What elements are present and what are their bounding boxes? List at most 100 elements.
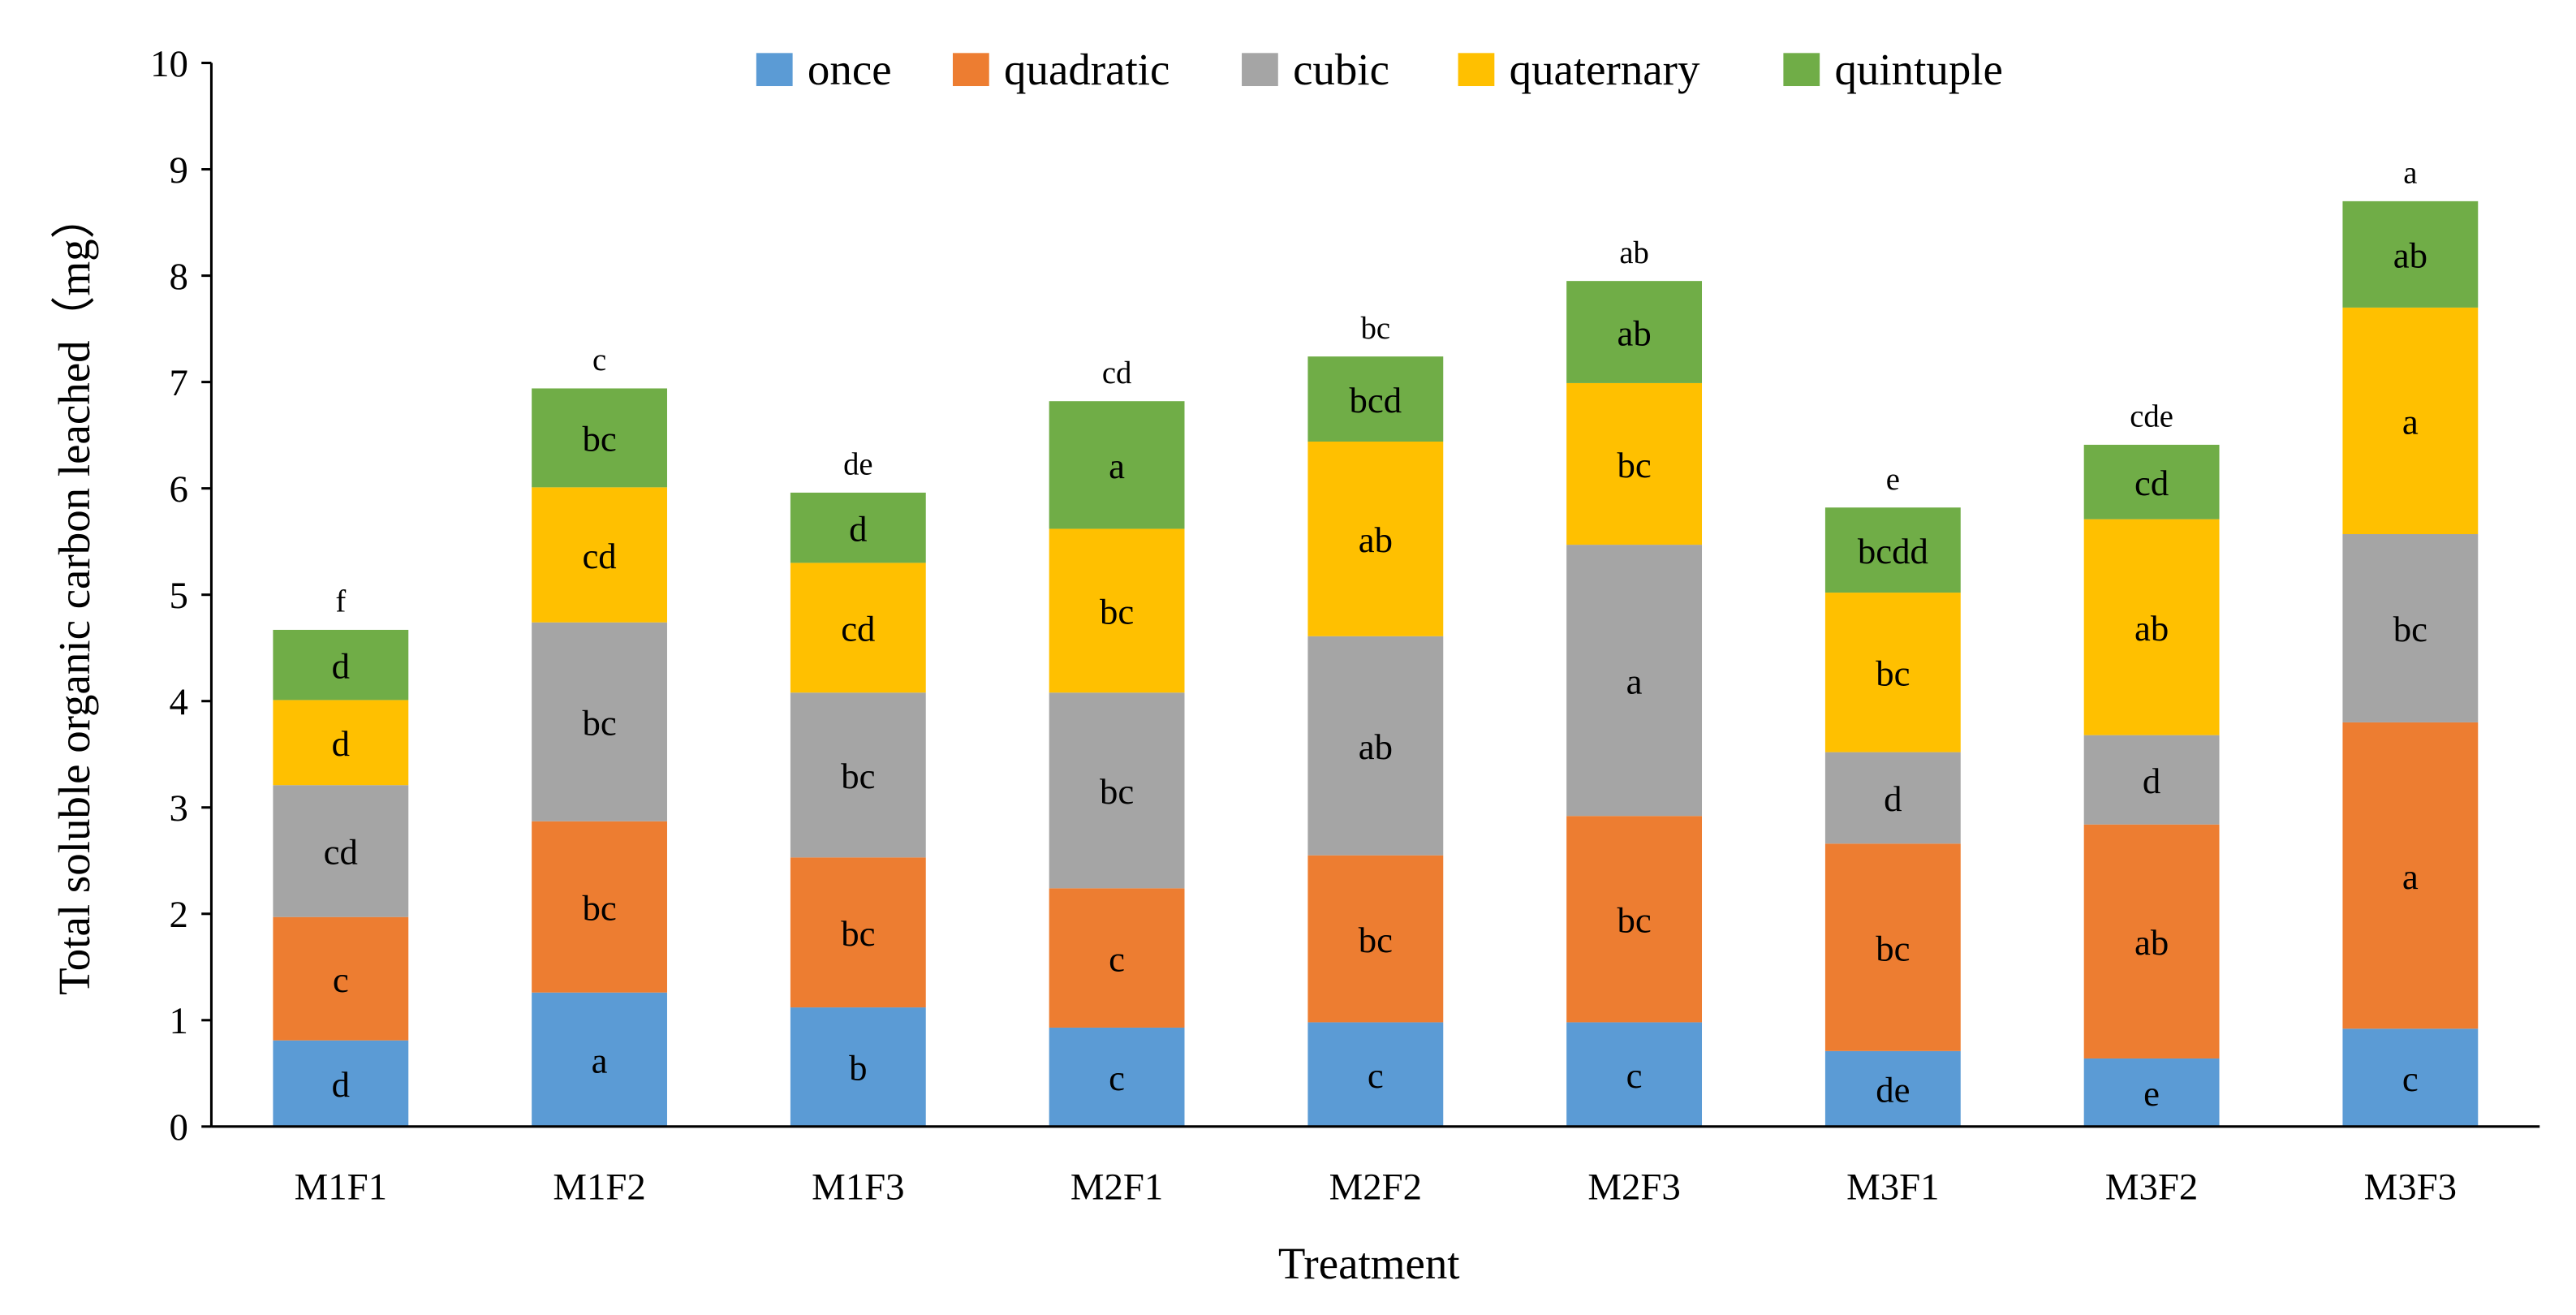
y-tick-label: 0 <box>170 1106 188 1149</box>
segment-label: e <box>2143 1073 2160 1114</box>
segment-label: cd <box>841 609 875 649</box>
bar-segment-quintuple <box>532 388 667 488</box>
legend: once quadratic cubic quaternary quintuple <box>756 45 2003 94</box>
bar-stack-M2F3: c bc a bc ab ab M2F3 <box>1566 236 1703 1208</box>
bar-segment-cubic <box>1566 545 1703 817</box>
bar-stack-M3F3: c a bc a ab a M3F3 <box>2342 156 2479 1208</box>
x-axis-title: Treatment <box>1278 1239 1460 1288</box>
legend-label: quintuple <box>1834 45 2002 94</box>
bar-segment-quadratic <box>1566 816 1703 1023</box>
y-tick-label: 7 <box>170 362 188 404</box>
x-tick-label: M3F2 <box>2105 1166 2198 1208</box>
total-label: cde <box>2130 400 2173 434</box>
bar-segment-quintuple <box>2342 200 2479 308</box>
bar-segment-once <box>790 1007 926 1127</box>
legend-label: quaternary <box>1510 45 1700 94</box>
segment-label: bc <box>841 756 875 796</box>
legend-label: quadratic <box>1004 45 1170 94</box>
segment-label: bc <box>841 913 875 954</box>
bar-segment-quintuple <box>1566 281 1703 383</box>
segment-label: cd <box>324 832 358 873</box>
legend-item-once: once <box>756 45 892 94</box>
bar-segment-cubic <box>273 785 409 917</box>
bar-segment-once <box>1049 1027 1185 1127</box>
segment-label: c <box>1109 1058 1125 1098</box>
bar-stack-M3F1: de bc d bc bcdd e M3F1 <box>1824 463 1961 1208</box>
legend-swatch <box>756 53 793 87</box>
bar-segment-cubic <box>1049 692 1185 889</box>
segment-label: bc <box>1359 920 1393 960</box>
bar-segment-cubic <box>1824 752 1961 844</box>
segment-label: ab <box>2134 922 2169 963</box>
bar-stack-M3F2: e ab d ab cd cde M3F2 <box>2083 400 2220 1208</box>
bar-segment-once <box>2342 1028 2479 1127</box>
bar-segment-quintuple <box>1049 401 1185 529</box>
bar-segment-cubic <box>2342 533 2479 722</box>
y-axis-title: Total soluble organic carbon leached（mg） <box>50 194 99 994</box>
segment-label: bc <box>2393 609 2427 649</box>
x-tick-label: M1F3 <box>812 1166 904 1208</box>
bar-segment-once <box>532 992 667 1127</box>
bar-segment-cubic <box>2083 735 2220 825</box>
total-label: ab <box>1619 236 1648 270</box>
bar-segment-quadratic <box>2083 824 2220 1058</box>
segment-label: bc <box>582 419 616 459</box>
segment-label: bcd <box>1350 380 1402 420</box>
bar-segment-quadratic <box>2342 722 2479 1029</box>
legend-label: cubic <box>1293 45 1389 94</box>
bar-segment-quintuple <box>790 492 926 563</box>
y-tick-label: 10 <box>150 43 188 85</box>
bar-segment-quadratic <box>790 857 926 1008</box>
bar-segment-quaternary <box>2342 307 2479 534</box>
segment-label: d <box>332 723 350 764</box>
segment-label: bc <box>1100 592 1134 632</box>
segment-label: ab <box>1359 520 1393 560</box>
segment-label: bc <box>1617 900 1651 941</box>
bar-segment-quaternary <box>1824 593 1961 752</box>
x-tick-label: M2F3 <box>1587 1166 1680 1208</box>
segment-label: c <box>333 959 349 1000</box>
legend-swatch <box>1783 53 1820 87</box>
bar-segment-quintuple <box>1824 507 1961 593</box>
bar-segment-quintuple <box>273 629 409 701</box>
segment-label: a <box>2402 402 2419 442</box>
segment-label: cd <box>582 536 616 576</box>
segment-label: d <box>1884 778 1902 819</box>
bar-stack-M2F1: c c bc bc a cd M2F1 <box>1049 356 1185 1208</box>
total-label: de <box>843 448 872 482</box>
bar-stack-M1F3: b bc bc cd d de M1F3 <box>790 448 926 1208</box>
y-tick-label: 5 <box>170 575 188 617</box>
bar-segment-quaternary <box>1049 528 1185 693</box>
segment-label: a <box>2402 856 2419 897</box>
segment-label: bc <box>582 703 616 744</box>
segment-label: a <box>1626 661 1643 701</box>
bar-segment-quadratic <box>532 821 667 993</box>
segment-label: ab <box>2393 235 2427 276</box>
x-tick-label: M2F2 <box>1329 1166 1422 1208</box>
bar-segment-quadratic <box>1824 843 1961 1051</box>
y-tick-label: 2 <box>170 894 188 936</box>
total-label: c <box>592 343 606 377</box>
y-tick-label: 4 <box>170 681 188 723</box>
bar-segment-quadratic <box>273 916 409 1041</box>
bar-segment-quaternary <box>273 700 409 786</box>
y-tick-label: 3 <box>170 787 188 830</box>
bar-stack-M2F2: c bc ab ab bcd bc M2F2 <box>1307 312 1444 1208</box>
x-tick-label: M1F1 <box>295 1166 387 1208</box>
segment-label: bc <box>1617 445 1651 485</box>
segment-label: ab <box>1359 726 1393 767</box>
segment-label: bc <box>1100 771 1134 812</box>
segment-label: bcdd <box>1858 531 1928 571</box>
segment-label: d <box>849 508 867 549</box>
segment-label: b <box>849 1048 867 1089</box>
bar-segment-quintuple <box>2083 444 2220 520</box>
y-tick-label: 6 <box>170 468 188 511</box>
bar-segment-quadratic <box>1307 855 1444 1023</box>
segment-label: a <box>1109 446 1125 486</box>
segment-label: bc <box>582 888 616 929</box>
segment-label: c <box>1626 1055 1643 1096</box>
bar-segment-once <box>2083 1058 2220 1127</box>
bar-segment-cubic <box>1307 636 1444 856</box>
segment-label: ab <box>2134 608 2169 649</box>
